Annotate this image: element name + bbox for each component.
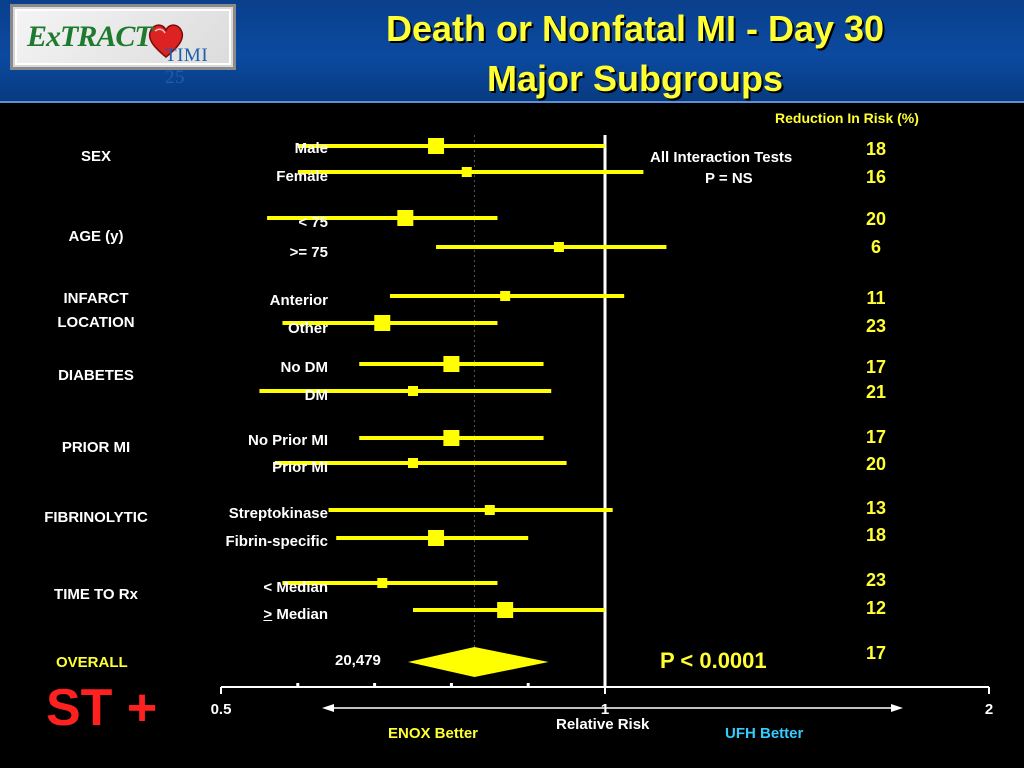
subgroup-label: >= 75 [289, 244, 328, 261]
arrow-left-icon [322, 704, 334, 712]
page-title: Death or Nonfatal MI - Day 30 [385, 8, 885, 49]
reduction-value: 13 [865, 498, 887, 518]
point-estimate-square [553, 242, 564, 252]
reduction-value: 6 [870, 237, 881, 257]
point-estimate-square [443, 356, 460, 372]
overall-n: 20,479 [335, 652, 381, 669]
title-banner: ExTRACT TIMI 25 Death or Nonfatal MI - D… [0, 0, 1024, 103]
logo-subtitle: TIMI 25 [165, 45, 209, 88]
overall-diamond [408, 647, 549, 677]
reduction-value: 23 [865, 570, 887, 590]
subgroup-label: No DM [280, 359, 329, 376]
reduction-value: 18 [865, 139, 887, 159]
group-label: PRIOR MI [61, 439, 131, 456]
st-plus-label: ST + [46, 679, 158, 737]
enox-better-label: ENOX Better [388, 725, 479, 742]
interaction-tests-label: All Interaction Tests [650, 149, 793, 166]
ufh-better-label: UFH Better [725, 725, 804, 742]
page-subtitle: Major Subgroups [487, 58, 783, 99]
reduction-value: 20 [865, 209, 887, 229]
reduction-header: Reduction In Risk (%) [775, 110, 919, 126]
reduction-value: 17 [865, 357, 887, 377]
point-estimate-square [408, 386, 418, 396]
point-estimate-square [461, 167, 472, 177]
point-estimate-square [428, 138, 445, 154]
group-label: INFARCT [63, 290, 129, 307]
overall-reduction: 17 [865, 643, 887, 663]
x-axis-label: Relative Risk [556, 716, 650, 733]
group-label: TIME TO Rx [54, 586, 138, 603]
group-label: AGE (y) [68, 228, 124, 245]
subgroup-label: Streptokinase [228, 505, 328, 522]
subgroup-label: Female [276, 168, 328, 185]
heart-icon [148, 24, 184, 58]
reduction-value: 11 [866, 288, 886, 308]
point-estimate-square [484, 505, 495, 515]
point-estimate-square [428, 530, 445, 546]
point-estimate-square [500, 291, 511, 301]
subgroup-label: < 75 [298, 214, 328, 231]
reduction-value: 21 [865, 382, 887, 402]
point-estimate-square [397, 210, 414, 226]
point-estimate-square [374, 315, 391, 331]
reduction-value: 16 [865, 167, 887, 187]
extract-timi-logo: ExTRACT TIMI 25 [10, 4, 236, 88]
subgroup-label: DM [304, 387, 328, 404]
group-label: SEX [80, 148, 111, 165]
subgroup-label: Other [287, 320, 328, 337]
x-tick-label: 2 [985, 701, 993, 718]
subgroup-label: No Prior MI [247, 432, 328, 449]
reduction-value: 20 [865, 454, 887, 474]
reduction-value: 12 [865, 598, 887, 618]
x-tick-label: 1 [601, 701, 609, 718]
point-estimate-square [443, 430, 460, 446]
point-estimate-square [408, 458, 418, 468]
interaction-p-value: P = NS [705, 170, 753, 187]
reduction-value: 18 [865, 525, 887, 545]
subgroup-label: Anterior [269, 292, 328, 309]
subgroup-label: Prior MI [272, 459, 328, 476]
x-tick-label: 0.5 [211, 701, 232, 718]
subgroup-label: Fibrin-specific [225, 533, 328, 550]
group-label: LOCATION [57, 314, 135, 331]
overall-label: OVERALL [56, 654, 128, 671]
subgroup-label: < Median [263, 579, 328, 596]
logo-brand: ExTRACT [27, 20, 153, 53]
subgroup-label: Male [294, 140, 328, 157]
reduction-value: 23 [865, 316, 887, 336]
overall-p-value: P < 0.0001 [660, 648, 767, 673]
arrow-right-icon [891, 704, 903, 712]
subgroup-label: > Median [263, 606, 328, 623]
reduction-value: 17 [865, 427, 887, 447]
group-label: FIBRINOLYTIC [44, 509, 148, 526]
point-estimate-square [377, 578, 388, 588]
group-label: DIABETES [58, 367, 134, 384]
point-estimate-square [497, 602, 514, 618]
